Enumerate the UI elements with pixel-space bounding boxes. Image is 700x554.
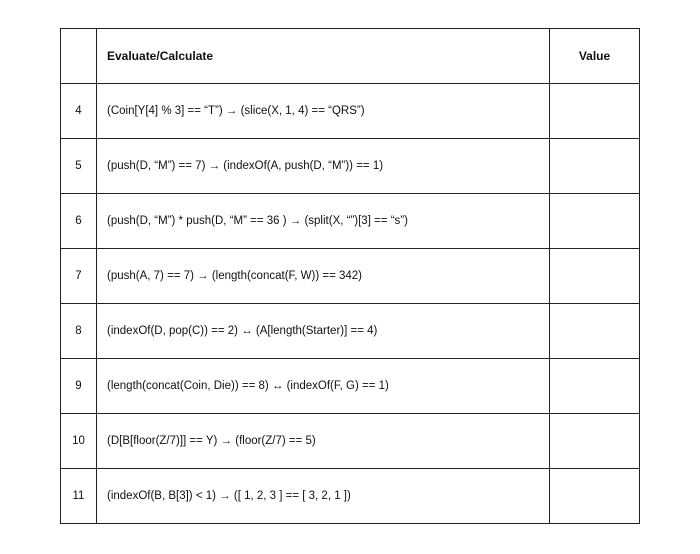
row-expression: (indexOf(D, pop(C)) == 2) ↔ (A[length(St…: [97, 304, 550, 359]
row-expression: (push(D, “M”) == 7) → (indexOf(A, push(D…: [97, 139, 550, 194]
eval-table: Evaluate/Calculate Value 4 (Coin[Y[4] % …: [60, 28, 640, 524]
table-row: 10 (D[B[floor(Z/7)]] == Y) → (floor(Z/7)…: [61, 414, 640, 469]
table-row: 8 (indexOf(D, pop(C)) == 2) ↔ (A[length(…: [61, 304, 640, 359]
row-value: [550, 304, 640, 359]
row-expression: (indexOf(B, B[3]) < 1) → ([ 1, 2, 3 ] ==…: [97, 469, 550, 524]
table-row: 11 (indexOf(B, B[3]) < 1) → ([ 1, 2, 3 ]…: [61, 469, 640, 524]
row-value: [550, 249, 640, 304]
row-number: 7: [61, 249, 97, 304]
row-expression: (D[B[floor(Z/7)]] == Y) → (floor(Z/7) ==…: [97, 414, 550, 469]
row-number: 4: [61, 84, 97, 139]
col-header-value: Value: [550, 29, 640, 84]
table-row: 7 (push(A, 7) == 7) → (length(concat(F, …: [61, 249, 640, 304]
row-number: 5: [61, 139, 97, 194]
row-value: [550, 469, 640, 524]
row-value: [550, 359, 640, 414]
col-header-expr: Evaluate/Calculate: [97, 29, 550, 84]
table-row: 4 (Coin[Y[4] % 3] == “T”) → (slice(X, 1,…: [61, 84, 640, 139]
col-header-num: [61, 29, 97, 84]
table-row: 6 (push(D, “M”) * push(D, “M” == 36 ) → …: [61, 194, 640, 249]
row-value: [550, 139, 640, 194]
row-value: [550, 194, 640, 249]
table-row: 5 (push(D, “M”) == 7) → (indexOf(A, push…: [61, 139, 640, 194]
row-expression: (push(A, 7) == 7) → (length(concat(F, W)…: [97, 249, 550, 304]
row-number: 9: [61, 359, 97, 414]
row-expression: (Coin[Y[4] % 3] == “T”) → (slice(X, 1, 4…: [97, 84, 550, 139]
table-header-row: Evaluate/Calculate Value: [61, 29, 640, 84]
row-value: [550, 414, 640, 469]
row-expression: (length(concat(Coin, Die)) == 8) ↔ (inde…: [97, 359, 550, 414]
table-row: 9 (length(concat(Coin, Die)) == 8) ↔ (in…: [61, 359, 640, 414]
row-number: 11: [61, 469, 97, 524]
row-number: 8: [61, 304, 97, 359]
row-number: 6: [61, 194, 97, 249]
row-number: 10: [61, 414, 97, 469]
row-value: [550, 84, 640, 139]
row-expression: (push(D, “M”) * push(D, “M” == 36 ) → (s…: [97, 194, 550, 249]
page: Evaluate/Calculate Value 4 (Coin[Y[4] % …: [0, 0, 700, 554]
